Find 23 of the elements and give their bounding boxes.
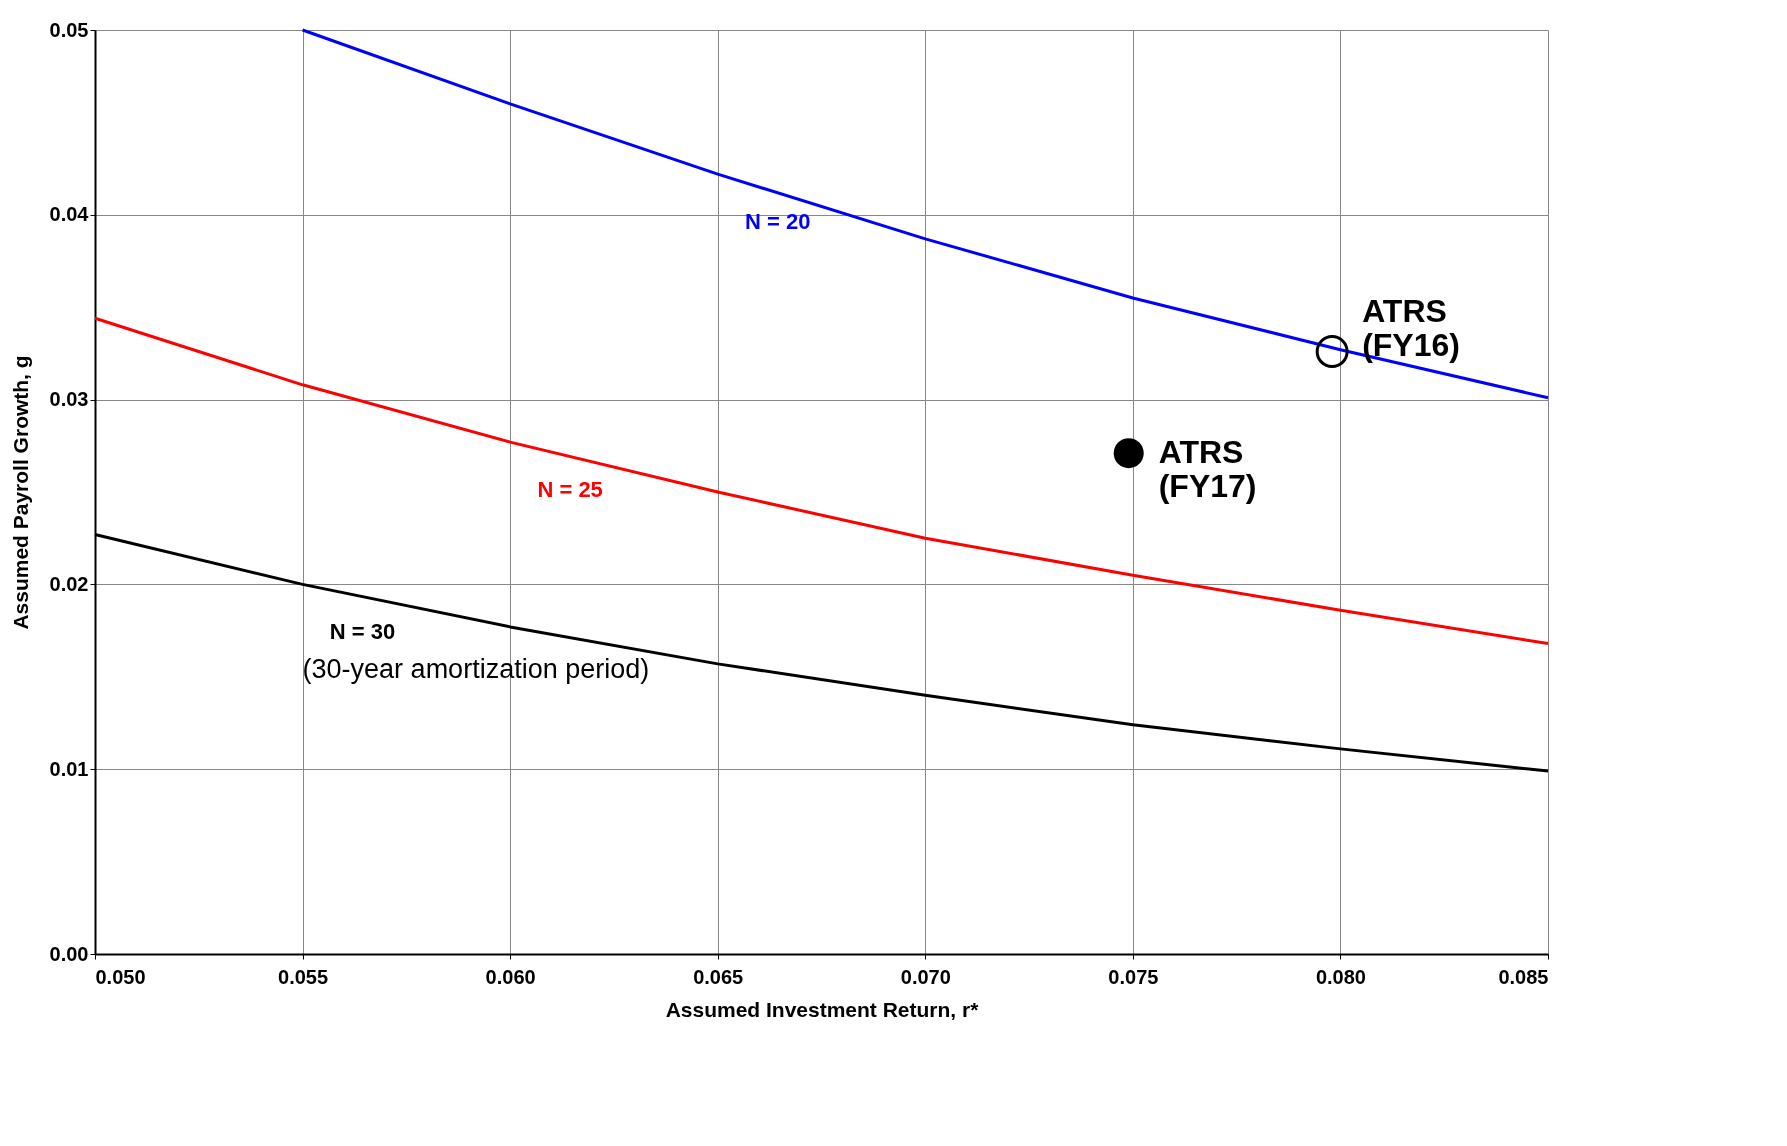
- y-tick-label: 0.02: [49, 572, 89, 595]
- y-tick-label: 0.05: [49, 18, 89, 41]
- line-series: [301, 28, 1550, 400]
- y-tick-label: 0.03: [49, 388, 89, 411]
- series-label: N = 25: [537, 477, 603, 503]
- series-label: N = 20: [745, 209, 811, 235]
- x-tick-label: 0.055: [278, 965, 329, 988]
- x-tick-label: 0.075: [1108, 965, 1159, 988]
- x-tick-label: 0.065: [693, 965, 744, 988]
- y-tick-label: 0.01: [49, 757, 89, 780]
- x-tick-label: 0.080: [1315, 965, 1366, 988]
- x-tick-label: 0.085: [1498, 965, 1549, 988]
- series-label: N = 30: [329, 619, 396, 645]
- y-tick-label: 0.04: [49, 203, 90, 226]
- y-axis-title: Assumed Payroll Growth, g: [8, 355, 32, 630]
- series-label: ATRS (FY16): [1362, 292, 1460, 363]
- annotation: (30-year amortization period): [302, 654, 650, 685]
- x-axis-title: Assumed Investment Return, r*: [665, 997, 980, 1021]
- y-tick-label: 0.00: [49, 942, 89, 965]
- x-tick-label: 0.070: [900, 965, 951, 988]
- x-tick-label: 0.060: [485, 965, 536, 988]
- x-tick-label: 0.050: [95, 965, 146, 988]
- series-label: ATRS (FY17): [1158, 434, 1257, 505]
